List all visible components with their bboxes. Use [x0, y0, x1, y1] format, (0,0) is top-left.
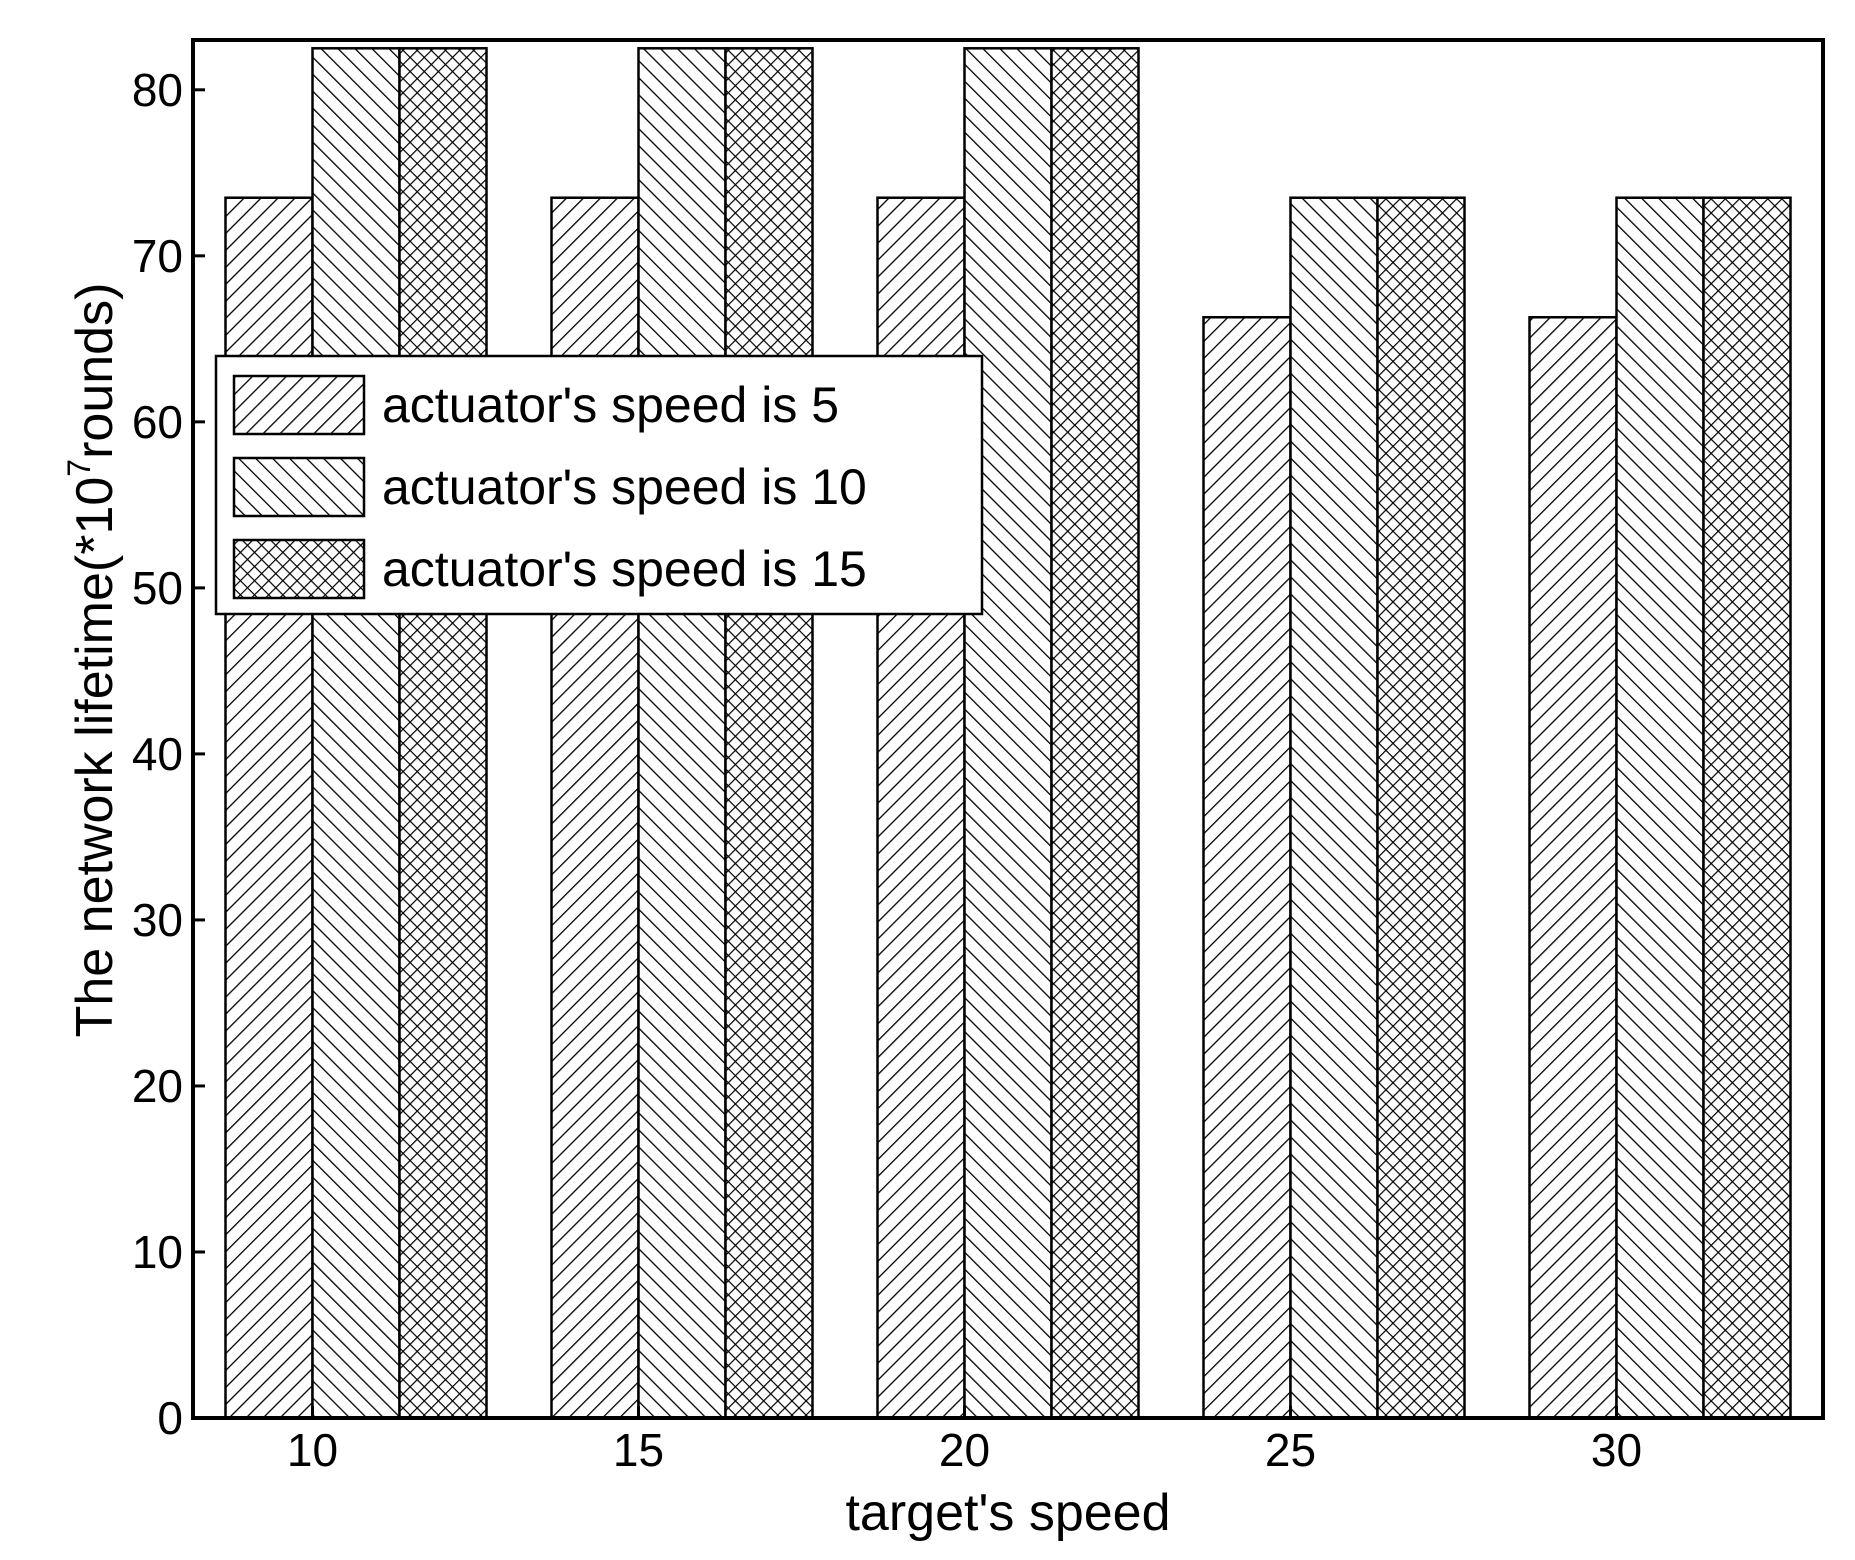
y-tick-label-0: 0: [157, 1392, 183, 1444]
x-tick-label-25: 25: [1265, 1424, 1316, 1476]
y-tick-label-50: 50: [132, 562, 183, 614]
legend-label-1: actuator's speed is 5: [382, 377, 839, 433]
bar-3-10: [398, 47, 488, 1420]
bar-2-20: [963, 47, 1053, 1420]
legend-swatch-2: [232, 456, 366, 518]
bar-1-25: [1202, 316, 1292, 1420]
x-axis-label: target's speed: [845, 1484, 1170, 1542]
x-tick-label-15: 15: [613, 1424, 664, 1476]
legend-swatch-1: [232, 374, 366, 436]
bar-3-30: [1702, 196, 1792, 1420]
y-tick-label-40: 40: [132, 728, 183, 780]
ticks-layer: 0 10 20 30 40 50 60 70 80 10 15 20 25 30: [132, 64, 1642, 1476]
bar-2-30: [1615, 196, 1705, 1420]
y-tick-label-10: 10: [132, 1226, 183, 1278]
bar-3-25: [1376, 196, 1466, 1420]
x-tick-label-20: 20: [939, 1424, 990, 1476]
y-axis-label: The network lifetime(*107rounds): [61, 283, 124, 1038]
y-axis-label-prefix: The network lifetime(*10: [66, 477, 124, 1038]
y-tick-label-20: 20: [132, 1060, 183, 1112]
axes-layer: [191, 38, 1825, 1420]
legend-label-2: actuator's speed is 10: [382, 459, 867, 515]
y-tick-label-70: 70: [132, 230, 183, 282]
legend: actuator's speed is 5 actuator's speed is…: [214, 354, 984, 616]
bar-1-30: [1528, 316, 1618, 1420]
y-tick-label-80: 80: [132, 64, 183, 116]
y-axis-label-suffix: rounds): [66, 283, 124, 459]
y-tick-label-30: 30: [132, 894, 183, 946]
bar-3-20: [1050, 47, 1140, 1420]
y-tick-label-60: 60: [132, 396, 183, 448]
legend-items: actuator's speed is 5 actuator's speed is…: [232, 374, 867, 600]
bars-layer: [224, 47, 1792, 1420]
bar-2-15: [637, 47, 727, 1420]
legend-swatch-3: [232, 538, 366, 600]
x-tick-label-10: 10: [287, 1424, 338, 1476]
y-axis-label-superscript: 7: [61, 459, 97, 477]
bar-2-10: [311, 47, 401, 1420]
bar-2-25: [1289, 196, 1379, 1420]
x-tick-label-30: 30: [1591, 1424, 1642, 1476]
plot-frame: [191, 38, 1825, 1420]
bar-3-15: [724, 47, 814, 1420]
legend-label-3: actuator's speed is 15: [382, 541, 867, 597]
